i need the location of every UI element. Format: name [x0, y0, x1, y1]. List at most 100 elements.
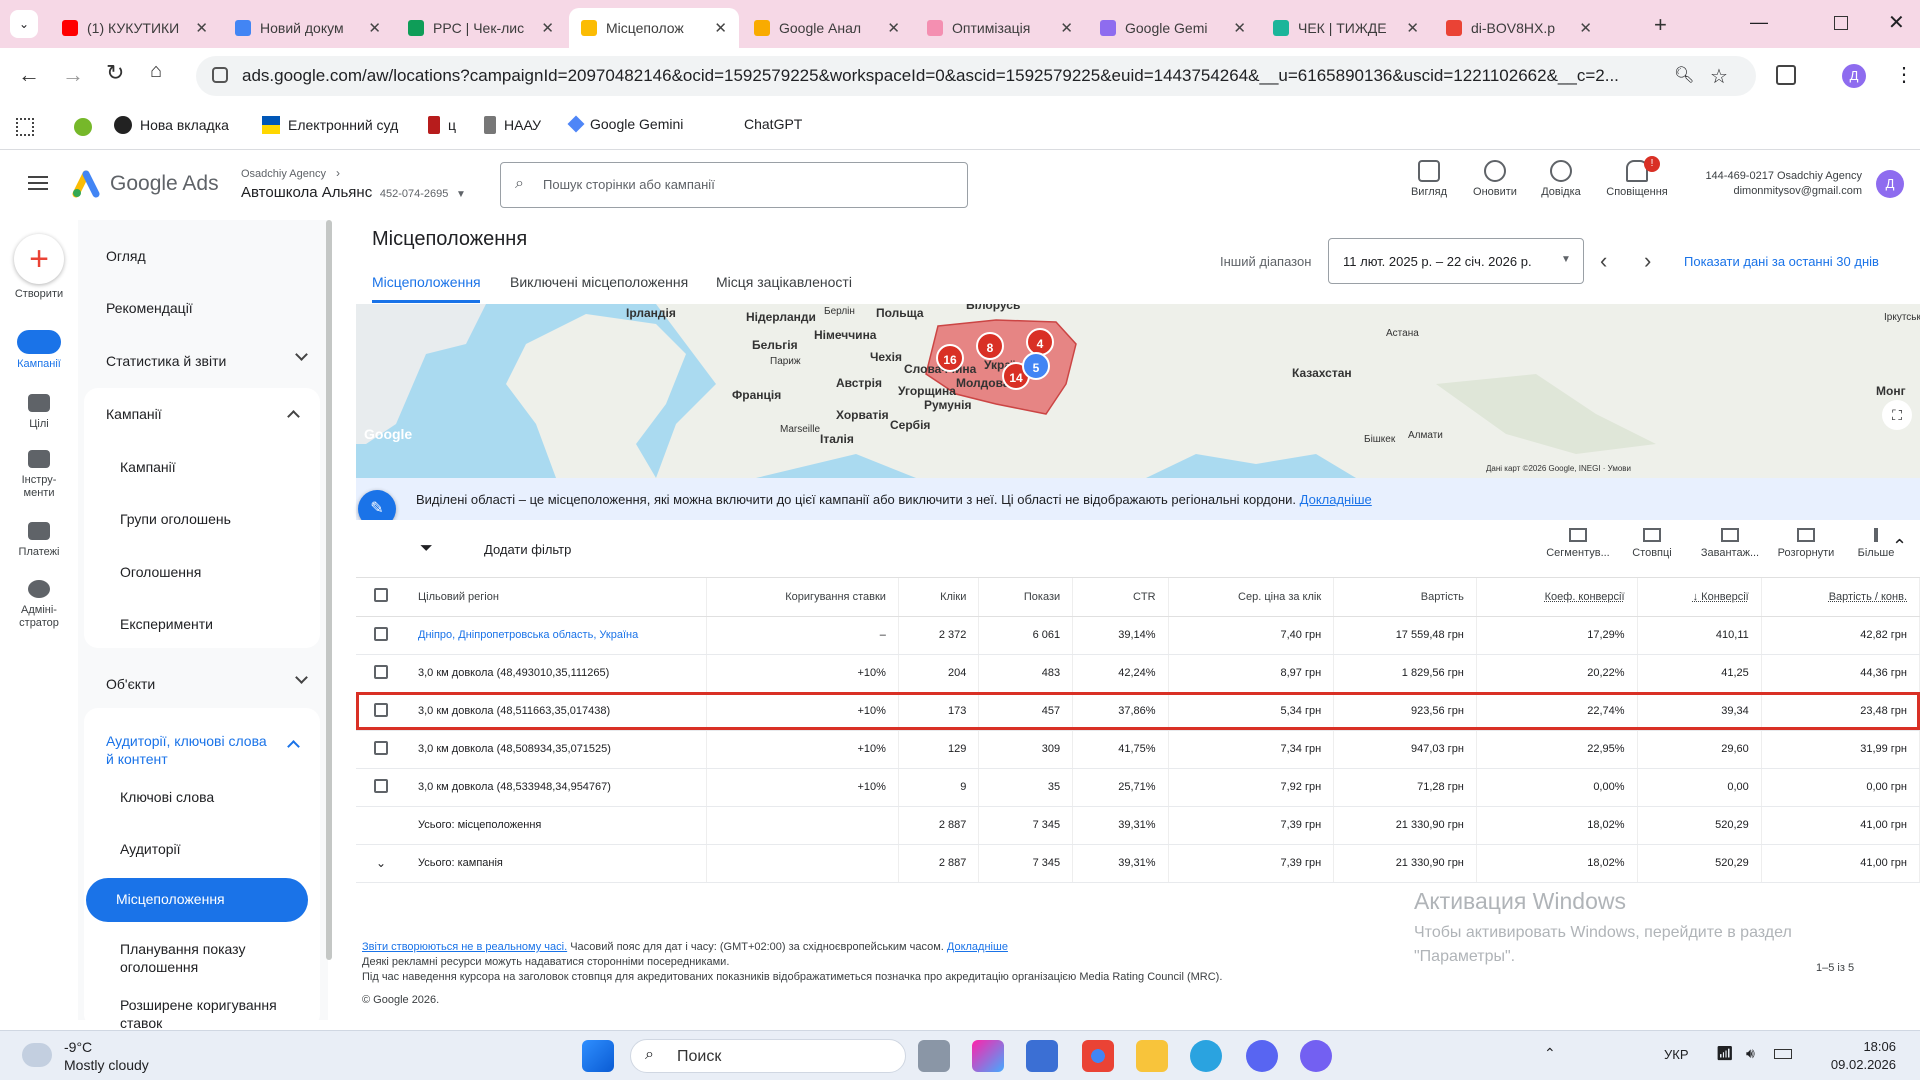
- home-icon[interactable]: ⌂: [150, 60, 163, 82]
- locations-map[interactable]: Ірландія Нідерланди Берлін Польща Білору…: [356, 304, 1920, 478]
- rail-goals[interactable]: Цілі: [0, 394, 78, 431]
- browser-tab[interactable]: PPC | Чек-лис ✕: [396, 8, 566, 48]
- rail-billing[interactable]: Платежі: [0, 522, 78, 559]
- col-conv-rate[interactable]: Коеф. конверсії: [1476, 578, 1638, 617]
- col-target-region[interactable]: Цільовий регіон: [406, 578, 707, 617]
- copilot-icon[interactable]: [972, 1040, 1004, 1072]
- close-icon[interactable]: ✕: [1060, 20, 1073, 37]
- viber-icon[interactable]: [1300, 1040, 1332, 1072]
- account-switcher[interactable]: Автошкола Альянс 452-074-2695 ▼: [241, 184, 466, 201]
- col-clicks[interactable]: Кліки: [898, 578, 980, 617]
- table-cell[interactable]: 3,0 км довкола (48,493010,35,111265): [406, 654, 707, 693]
- tray-lang[interactable]: УКР: [1664, 1047, 1689, 1062]
- columns-button[interactable]: Стовпці: [1612, 528, 1692, 559]
- map-fullscreen-icon[interactable]: ⛶: [1882, 400, 1912, 430]
- close-icon[interactable]: ✕: [714, 20, 727, 37]
- table-row[interactable]: 3,0 км довкола (48,493010,35,111265) +10%…: [356, 654, 1920, 693]
- table-cell[interactable]: +10%: [706, 768, 899, 807]
- back-icon[interactable]: ←: [18, 62, 40, 87]
- browser-tab[interactable]: Google Анал ✕: [742, 8, 912, 48]
- bookmark-naau[interactable]: НААУ: [484, 116, 541, 134]
- table-cell[interactable]: 3,0 км довкола (48,508934,35,071525): [406, 730, 707, 769]
- nav-assets[interactable]: Об'єкти: [106, 676, 156, 692]
- google-ads-logo[interactable]: Google Ads: [72, 170, 219, 198]
- map-cluster[interactable]: 8: [976, 332, 1004, 360]
- close-icon[interactable]: ✕: [368, 20, 381, 37]
- chevron-down-icon[interactable]: [295, 671, 308, 684]
- table-row[interactable]: 3,0 км довкола (48,533948,34,954767) +10%…: [356, 768, 1920, 807]
- nav-audiences-title[interactable]: Аудиторії, ключові слова й контент: [106, 733, 267, 767]
- col-conversions[interactable]: ↓ Конверсії: [1637, 578, 1762, 617]
- table-cell[interactable]: +10%: [706, 730, 899, 769]
- windows-start-icon[interactable]: [582, 1040, 614, 1072]
- row-checkbox[interactable]: [356, 616, 406, 655]
- table-row[interactable]: Дніпро, Дніпропетровська область, Україн…: [356, 616, 1920, 655]
- table-cell[interactable]: +10%: [706, 654, 899, 693]
- nav-audiences[interactable]: Аудиторії: [120, 841, 181, 857]
- browser-tab[interactable]: Місцеполож ✕: [569, 8, 739, 48]
- bookmark-chatgpt[interactable]: ChatGPT: [744, 116, 803, 132]
- tab-locations[interactable]: Місцеположення: [372, 274, 481, 290]
- search-box[interactable]: ⌕ Пошук сторінки або кампанії: [500, 162, 968, 208]
- close-icon[interactable]: ✕: [1233, 20, 1246, 37]
- expand-button[interactable]: Розгорнути: [1766, 528, 1846, 559]
- chevron-up-icon[interactable]: [287, 410, 300, 423]
- browser-tab[interactable]: Google Gemi ✕: [1088, 8, 1258, 48]
- rail-admin[interactable]: Адміні- стратор: [0, 580, 78, 630]
- browser-tab[interactable]: (1) КУКУТИКИ ✕: [50, 8, 220, 48]
- nav-advanced-bid-adj[interactable]: Розширене коригування ставок: [120, 997, 277, 1031]
- bookmark-e-court[interactable]: Електронний суд: [262, 116, 398, 134]
- forward-icon[interactable]: →: [62, 62, 84, 87]
- notepad-icon[interactable]: [1026, 1040, 1058, 1072]
- chevron-down-icon[interactable]: [295, 348, 308, 361]
- rail-campaigns[interactable]: Кампанії: [0, 330, 78, 371]
- table-row[interactable]: 3,0 км довкола (48,511663,35,017438) +10%…: [356, 692, 1920, 731]
- col-cost[interactable]: Вартість: [1333, 578, 1477, 617]
- select-all-checkbox[interactable]: [356, 578, 406, 617]
- nav-ads[interactable]: Оголошення: [120, 564, 202, 580]
- battery-icon[interactable]: [1774, 1049, 1792, 1059]
- nav-campaigns-title[interactable]: Кампанії: [106, 406, 162, 422]
- nav-ad-schedule[interactable]: Планування показу оголошення: [120, 941, 246, 975]
- table-cell[interactable]: 3,0 км довкола (48,511663,35,017438): [406, 692, 707, 731]
- task-view-icon[interactable]: [918, 1040, 950, 1072]
- col-ctr[interactable]: CTR: [1072, 578, 1169, 617]
- weather-icon[interactable]: [22, 1043, 52, 1067]
- footer-learn-more-link[interactable]: Докладніше: [946, 941, 1008, 953]
- download-button[interactable]: Завантаж...: [1690, 528, 1770, 559]
- bookmark-star-icon[interactable]: ☆: [1710, 66, 1728, 88]
- file-explorer-icon[interactable]: [1136, 1040, 1168, 1072]
- maximize-button[interactable]: [1834, 16, 1848, 30]
- col-cost-per-conv[interactable]: Вартість / конв.: [1761, 578, 1920, 617]
- user-avatar[interactable]: Д: [1876, 170, 1904, 198]
- map-cluster[interactable]: 16: [936, 344, 964, 372]
- apps-grid-icon[interactable]: [16, 118, 34, 136]
- new-tab-button[interactable]: +: [1654, 12, 1667, 37]
- nav-campaigns[interactable]: Кампанії: [120, 459, 176, 475]
- date-range-picker[interactable]: 11 лют. 2025 р. – 22 січ. 2026 р. ▼: [1328, 238, 1584, 284]
- weather-desc[interactable]: Mostly cloudy: [64, 1057, 149, 1073]
- nav-scrollbar[interactable]: [326, 220, 332, 960]
- table-row[interactable]: 3,0 км довкола (48,508934,35,071525) +10%…: [356, 730, 1920, 769]
- utorrent-icon[interactable]: [74, 118, 92, 136]
- wifi-icon[interactable]: 📶︎: [1716, 1045, 1734, 1061]
- segment-button[interactable]: Сегментув...: [1538, 528, 1618, 559]
- prev-period-icon[interactable]: ‹: [1600, 248, 1608, 273]
- taskbar-search[interactable]: ⌕ Поиск: [630, 1039, 906, 1073]
- browser-menu-icon[interactable]: ⋮: [1894, 64, 1914, 86]
- tab-list-button[interactable]: ⌄: [10, 10, 38, 38]
- tab-interest-locations[interactable]: Місця зацікавленості: [716, 274, 852, 290]
- nav-recommendations[interactable]: Рекомендації: [106, 300, 193, 316]
- minimize-button[interactable]: —: [1750, 12, 1768, 32]
- col-bid-adjust[interactable]: Коригування ставки: [706, 578, 899, 617]
- close-icon[interactable]: ✕: [887, 20, 900, 37]
- row-checkbox[interactable]: [356, 768, 406, 807]
- col-avg-cpc[interactable]: Сер. ціна за клік: [1168, 578, 1335, 617]
- bookmark-gemini[interactable]: Google Gemini: [567, 115, 683, 133]
- url-text[interactable]: ads.google.com/aw/locations?campaignId=2…: [242, 66, 1619, 85]
- help-button[interactable]: Довідка: [1526, 160, 1596, 198]
- create-button[interactable]: +: [14, 234, 64, 284]
- last-30-days-link[interactable]: Показати дані за останні 30 днів: [1684, 254, 1879, 269]
- chrome-icon[interactable]: [1082, 1040, 1114, 1072]
- telegram-icon[interactable]: [1190, 1040, 1222, 1072]
